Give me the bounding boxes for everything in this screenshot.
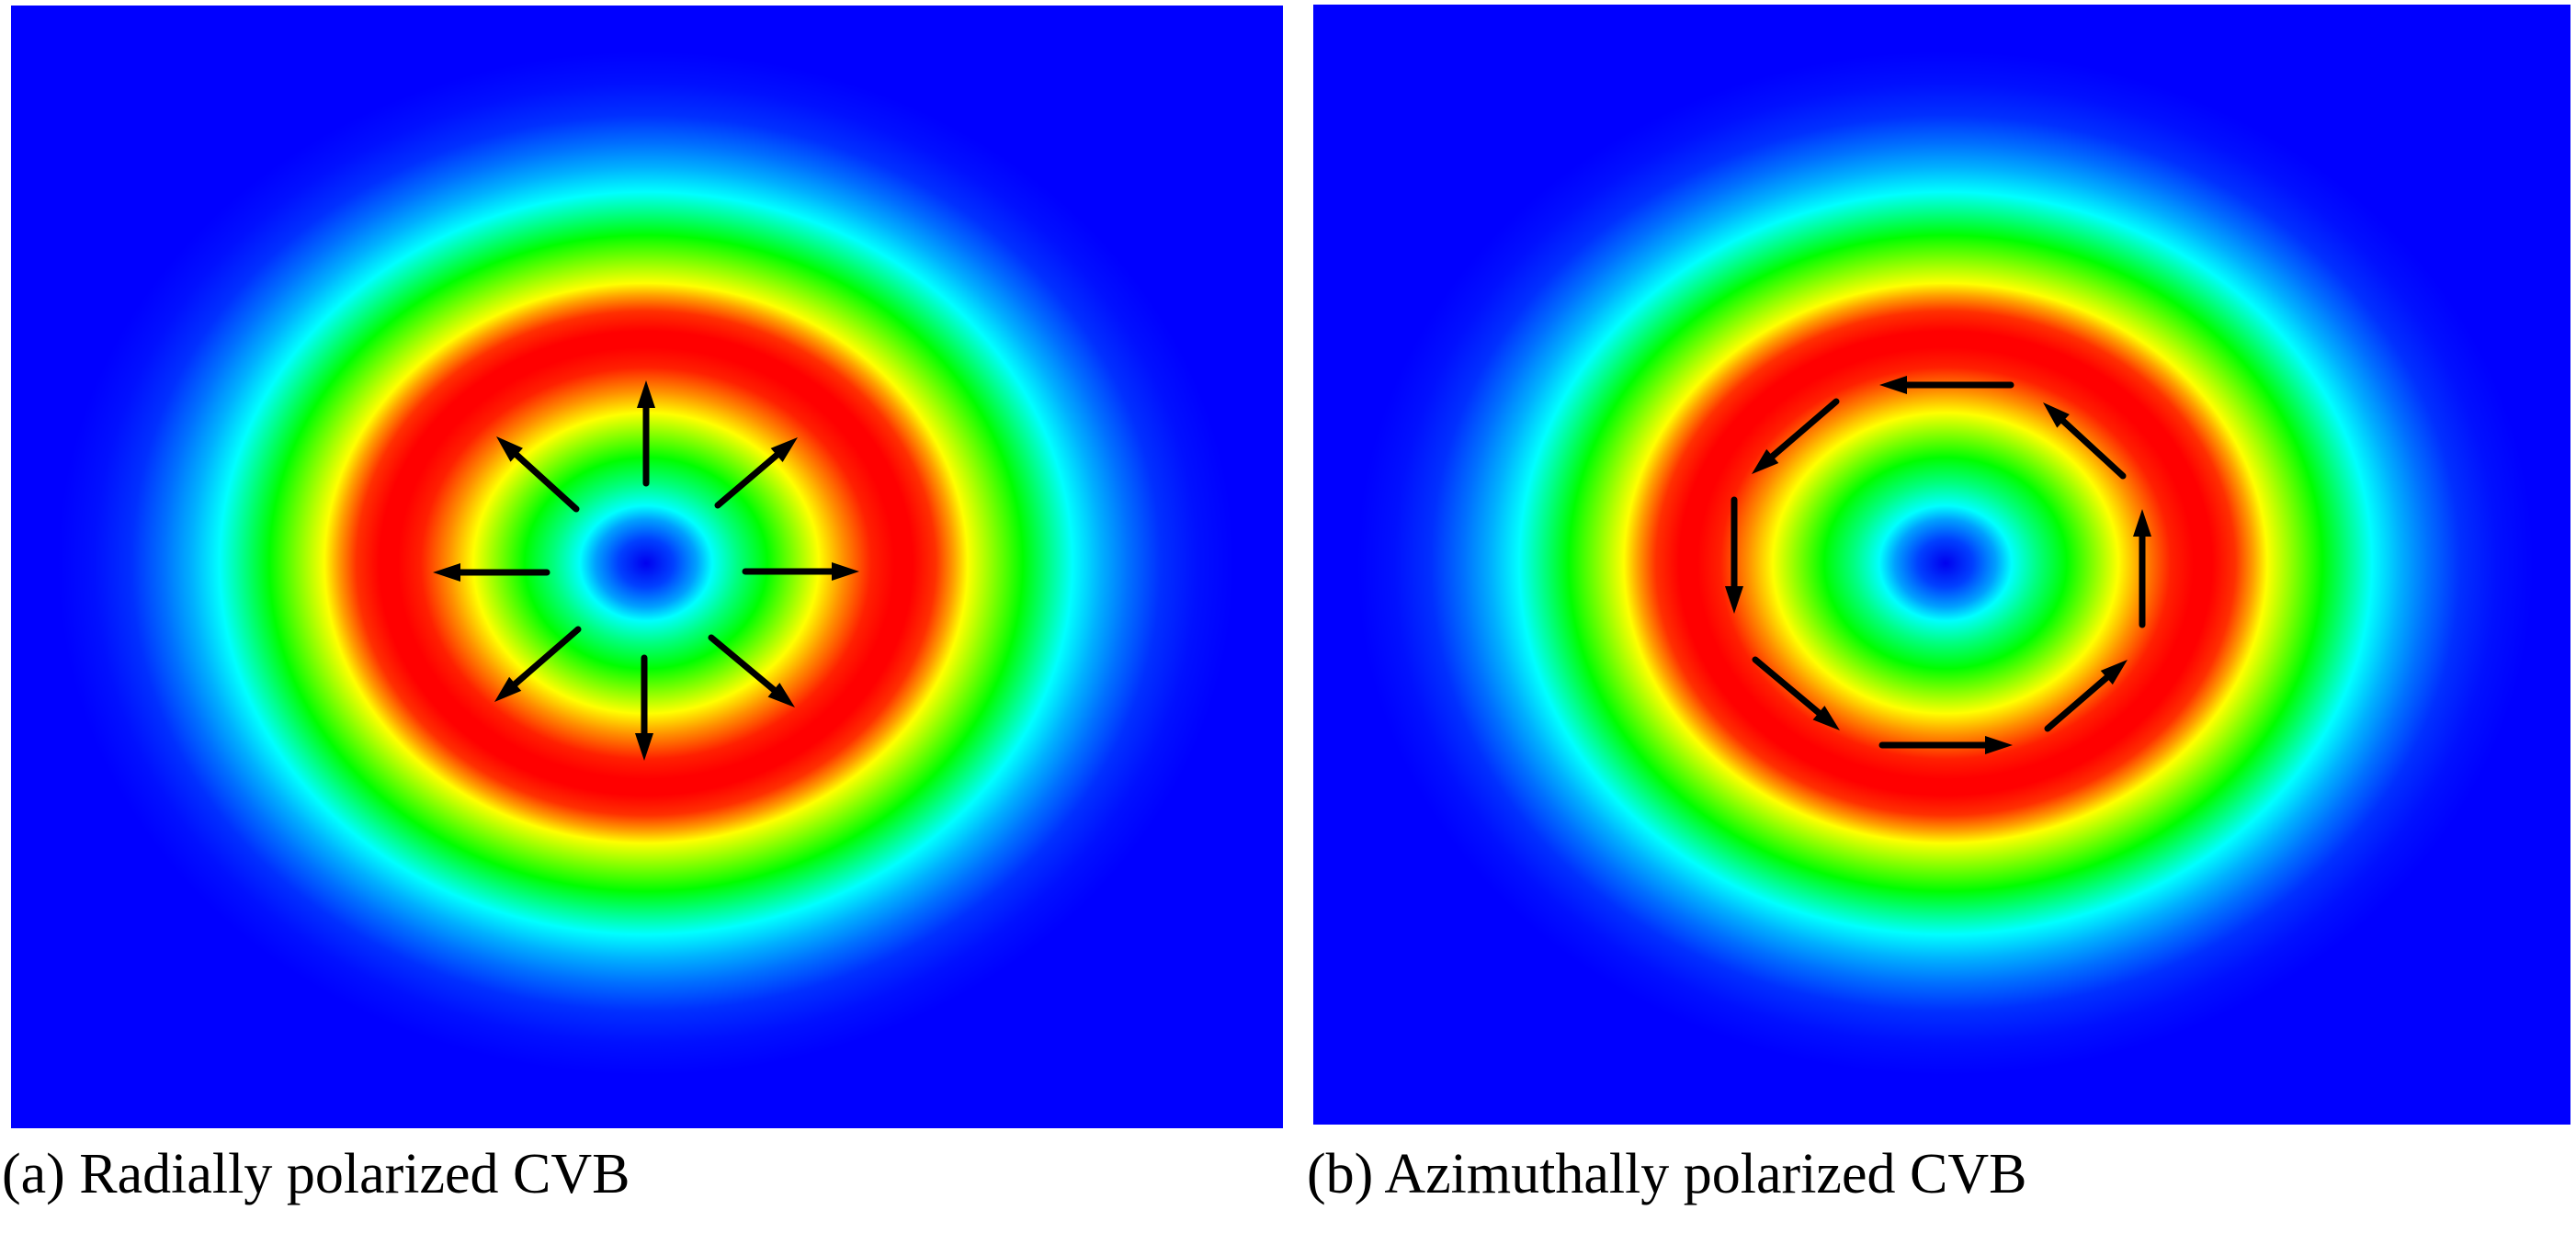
arrow-up-icon (2133, 509, 2151, 628)
panel-radially-polarized (11, 6, 1283, 1128)
arrow-down-right-icon (708, 634, 795, 707)
arrow-up-right-icon (2044, 660, 2128, 732)
arrow-up-right-icon (714, 437, 798, 509)
arrow-up-icon (637, 380, 655, 487)
arrow-left-icon (1879, 376, 2014, 394)
polarization-arrows-a (433, 380, 859, 761)
arrow-up-left-icon (496, 436, 580, 513)
arrow-down-right-icon (1752, 656, 1840, 730)
caption-a: (a) Radially polarized CVB (2, 1143, 630, 1205)
arrow-left-icon (433, 563, 550, 582)
arrow-up-left-icon (2043, 402, 2127, 480)
intensity-map-b (1313, 5, 2570, 1125)
arrow-down-icon (635, 654, 653, 761)
polarization-arrows-b (1725, 376, 2151, 754)
arrow-right-icon (742, 562, 859, 581)
arrow-right-icon (1878, 736, 2013, 754)
arrow-down-icon (1725, 496, 1743, 614)
arrow-down-left-icon (494, 626, 582, 702)
caption-b: (b) Azimuthally polarized CVB (1307, 1143, 2027, 1205)
panel-azimuthally-polarized (1313, 5, 2570, 1125)
arrow-down-left-icon (1752, 398, 1840, 474)
intensity-map-a (11, 6, 1283, 1128)
